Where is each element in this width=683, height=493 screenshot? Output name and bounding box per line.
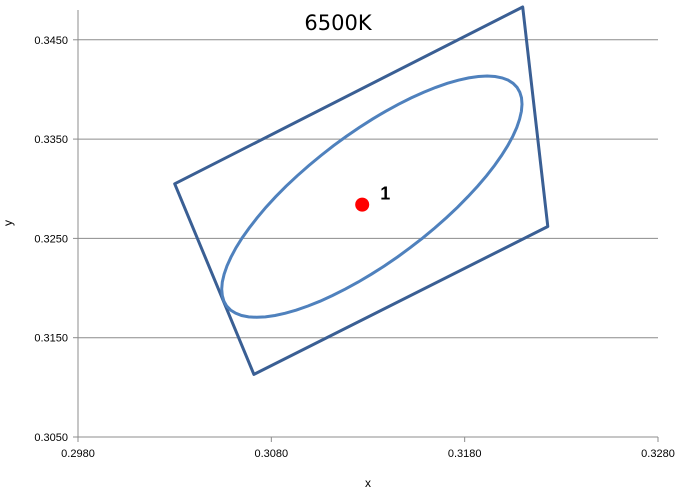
target-point [355, 197, 370, 212]
x-tick-label: 0.3080 [255, 448, 289, 460]
y-tick-label: 0.3050 [34, 432, 68, 444]
x-tick-label: 0.3280 [641, 448, 675, 460]
y-tick-label: 0.3350 [34, 134, 68, 146]
x-axis-label: x [365, 476, 371, 490]
y-tick-label: 0.3250 [34, 233, 68, 245]
chart-title: 6500K [304, 11, 372, 35]
y-tick-label: 0.3150 [34, 333, 68, 345]
point-label: 1 [380, 184, 390, 204]
x-tick-label: 0.2980 [61, 448, 95, 460]
y-tick-label: 0.3450 [34, 35, 68, 47]
tolerance-quadrangle [173, 5, 550, 376]
y-axis-label: y [1, 220, 15, 226]
x-tick-label: 0.3180 [448, 448, 482, 460]
tolerance-ellipse [220, 74, 524, 319]
